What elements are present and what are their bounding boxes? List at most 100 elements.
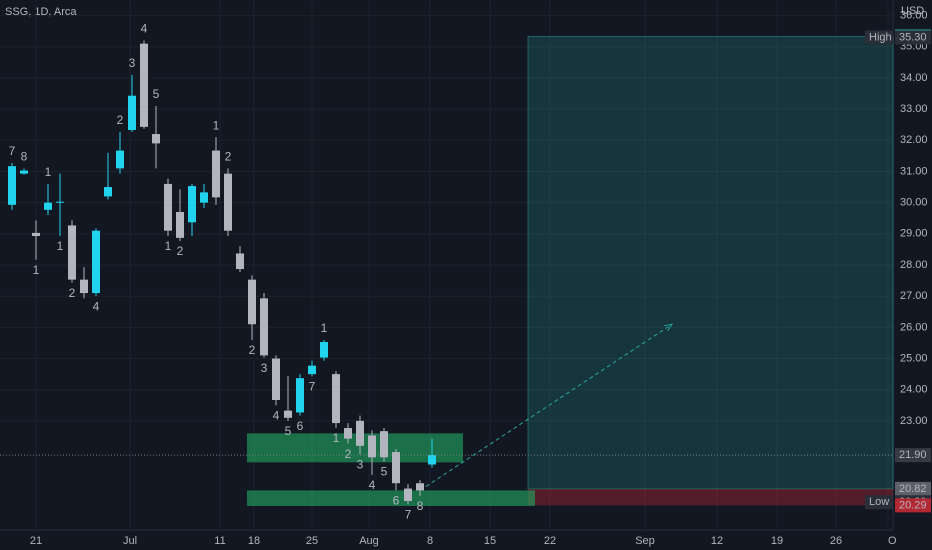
candle-body	[368, 435, 376, 458]
candle-body	[404, 488, 412, 502]
candle-body	[392, 452, 400, 484]
price-label: 35.30	[899, 31, 927, 43]
candle-body	[212, 150, 220, 198]
candle-body	[380, 431, 388, 458]
x-tick-label: 18	[248, 535, 260, 547]
candle-body	[248, 279, 256, 325]
count-label: 3	[129, 56, 136, 70]
x-tick-label: 21	[30, 535, 42, 547]
price-label: 20.82	[899, 483, 927, 495]
x-tick-label: 25	[306, 535, 318, 547]
y-tick-label: 28.00	[900, 259, 928, 271]
candle-body	[56, 201, 64, 203]
count-label: 2	[117, 113, 124, 127]
price-label: 21.90	[899, 449, 927, 461]
count-label: 2	[249, 343, 256, 357]
candle-body	[296, 378, 304, 413]
count-label: 4	[93, 299, 100, 313]
candle-body	[332, 374, 340, 424]
count-label: 1	[57, 239, 64, 253]
count-label: 8	[417, 499, 424, 513]
price-tag-bg	[865, 495, 893, 510]
count-label: 1	[45, 165, 52, 179]
candle-body	[20, 170, 28, 174]
candle-body	[188, 186, 196, 223]
stop-zone	[528, 488, 893, 506]
count-label: 4	[369, 478, 376, 492]
x-tick-label: 15	[484, 535, 496, 547]
projection-arrowhead	[664, 323, 674, 332]
count-label: 1	[165, 239, 172, 253]
candle-body	[44, 202, 52, 210]
x-tick-label: O	[888, 535, 897, 547]
count-label: 1	[321, 321, 328, 335]
candle-body	[224, 173, 232, 231]
candle-body	[152, 134, 160, 144]
x-tick-label: 22	[544, 535, 556, 547]
y-tick-label: 31.00	[900, 165, 928, 177]
count-label: 5	[285, 424, 292, 438]
x-tick-label: Jul	[123, 535, 137, 547]
candle-body	[92, 230, 100, 294]
candle-body	[200, 192, 208, 203]
target-zone	[527, 35, 894, 490]
count-label: 8	[21, 150, 28, 164]
y-tick-label: 32.00	[900, 134, 928, 146]
candle-body	[272, 358, 280, 400]
x-tick-label: Aug	[359, 535, 379, 547]
count-label: 4	[141, 22, 148, 36]
count-label: 7	[9, 144, 16, 158]
candle-body	[428, 455, 436, 465]
y-tick-label: 33.00	[900, 103, 928, 115]
y-tick-label: 34.00	[900, 72, 928, 84]
count-label: 5	[381, 465, 388, 479]
y-tick-label: 36.00	[900, 9, 928, 21]
price-label-bg	[895, 30, 931, 45]
count-label: 2	[345, 447, 352, 461]
count-label: 3	[261, 361, 268, 375]
count-label: 2	[225, 150, 232, 164]
price-tag-bg	[865, 30, 893, 45]
y-tick-label: 25.00	[900, 352, 928, 364]
candle-body	[308, 365, 316, 375]
count-label: 2	[177, 244, 184, 258]
currency: USD	[901, 5, 924, 17]
price-label-bg	[895, 481, 931, 496]
count-label: 7	[405, 507, 412, 521]
candle-body	[68, 225, 76, 280]
candle-body	[80, 279, 88, 294]
count-label: 3	[357, 457, 364, 471]
candle-body	[284, 410, 292, 418]
price-label: 20.29	[899, 499, 927, 511]
count-label: 1	[333, 431, 340, 445]
y-tick-label: 29.00	[900, 228, 928, 240]
candle-body	[356, 420, 364, 446]
candle-body	[176, 212, 184, 238]
candle-body	[116, 150, 124, 169]
price-label-bg	[895, 498, 931, 513]
y-tick-label: 24.00	[900, 384, 928, 396]
y-tick-label: 27.00	[900, 290, 928, 302]
candle-body	[128, 95, 136, 131]
candle-body	[8, 166, 16, 205]
zone	[247, 490, 535, 506]
count-label: 1	[33, 263, 40, 277]
projection-line	[419, 323, 673, 491]
y-tick-label: 23.00	[900, 415, 928, 427]
count-label: 6	[393, 494, 400, 508]
count-label: 5	[153, 87, 160, 101]
count-label: 2	[69, 286, 76, 300]
candle-body	[260, 298, 268, 356]
x-tick-label: 8	[427, 535, 433, 547]
price-tag: Low	[869, 496, 889, 508]
x-tick-label: 19	[771, 535, 783, 547]
y-tick-label: 26.00	[900, 321, 928, 333]
candle-body	[164, 183, 172, 231]
candle-body	[236, 253, 244, 270]
candle-body	[416, 483, 424, 491]
candle-body	[104, 187, 112, 197]
candle-body	[320, 342, 328, 358]
count-label: 4	[273, 408, 280, 422]
price-label-bg	[895, 448, 931, 463]
